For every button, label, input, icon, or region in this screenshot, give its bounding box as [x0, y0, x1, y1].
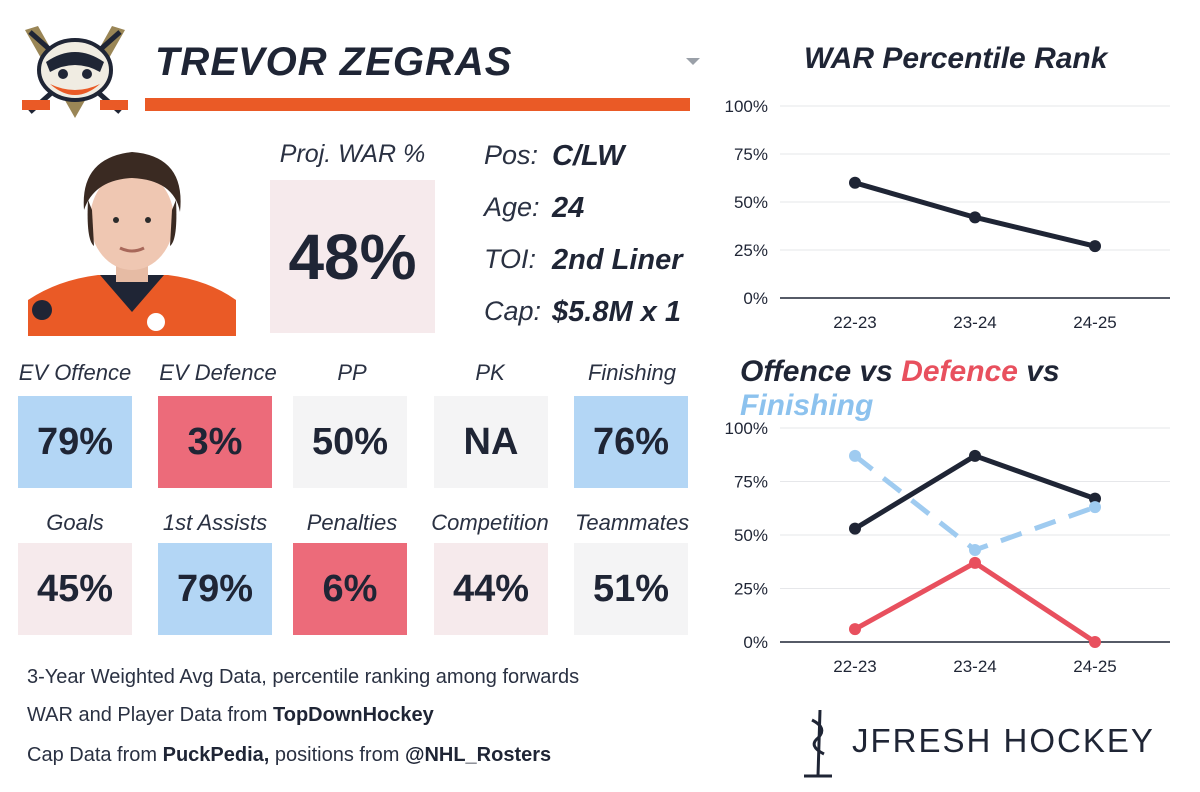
y-tick-label: 0% [743, 289, 768, 308]
x-tick-label: 23-24 [953, 313, 996, 332]
x-tick-label: 24-25 [1073, 313, 1116, 332]
source-puckpedia: PuckPedia, [162, 744, 270, 766]
toi-value: 2nd Liner [552, 244, 683, 276]
stat-tile-ev-defence: 3% [158, 396, 272, 488]
chevron-down-icon[interactable] [686, 58, 700, 65]
data-point [969, 556, 981, 569]
x-tick-label: 22-23 [833, 657, 876, 676]
pos-label: Pos: [484, 140, 539, 170]
data-point [849, 176, 861, 189]
footer-note-1: 3-Year Weighted Avg Data, percentile ran… [27, 666, 579, 689]
stat-tile-goals: 45% [18, 543, 132, 635]
toi-label: TOI: [484, 244, 537, 274]
player-photo [28, 140, 236, 336]
title-finishing: Finishing [740, 389, 874, 422]
data-point [1089, 501, 1101, 514]
footer-line-1: 3-Year Weighted Avg Data, percentile ran… [27, 666, 580, 688]
data-point [969, 543, 981, 556]
stat-tile-penalties: 6% [293, 543, 407, 635]
data-point [969, 449, 981, 462]
title-defence: Defence [901, 355, 1018, 388]
offence-defence-finishing-chart: 0% 25% 50% 75% 100% 22-23 23-24 24-25 [725, 419, 1170, 676]
x-tick-label: 24-25 [1073, 657, 1116, 676]
y-tick-label: 75% [734, 473, 768, 492]
name-underline [145, 98, 690, 111]
footer-note-3: Cap Data from PuckPedia, positions from … [27, 744, 551, 767]
series-line-finishing [853, 453, 1096, 553]
title-vs-1: vs [851, 355, 902, 388]
chart-1-title: WAR Percentile Rank [804, 42, 1108, 75]
stat-tile-1st-assists: 79% [158, 543, 272, 635]
stat-tile-pk: NA [434, 396, 548, 488]
brand-name: JFRESH HOCKEY [852, 722, 1155, 759]
y-tick-label: 50% [734, 193, 768, 212]
y-tick-label: 25% [734, 580, 768, 599]
x-tick-label: 23-24 [953, 657, 996, 676]
pos-value: C/LW [552, 140, 625, 172]
y-tick-label: 75% [734, 145, 768, 164]
footer-line-3-mid: positions from [269, 744, 405, 766]
stat-tile-pp: 50% [293, 396, 407, 488]
cap-label: Cap: [484, 296, 542, 326]
footer-line-2-prefix: WAR and Player Data from [27, 704, 274, 726]
stat-label-ev-offence: EV Offence [18, 360, 132, 385]
proj-war-value: 48% [270, 180, 435, 333]
stat-label-1st-assists: 1st Assists [162, 510, 268, 535]
data-point [1089, 636, 1101, 648]
y-tick-label: 100% [725, 97, 768, 116]
brand-logo [798, 706, 838, 780]
age-value: 24 [552, 192, 585, 224]
stat-label-teammates: Teammates [574, 510, 690, 535]
data-point [849, 449, 861, 462]
team-logo [20, 22, 130, 122]
title-vs-2: vs [1017, 355, 1060, 388]
footer-note-2: WAR and Player Data from TopDownHockey [27, 704, 434, 727]
stat-label-ev-defence: EV Defence [159, 360, 277, 385]
stat-tile-competition: 44% [434, 543, 548, 635]
y-tick-label: 25% [734, 241, 768, 260]
stat-tile-teammates: 51% [574, 543, 688, 635]
proj-war-label: Proj. WAR % [279, 140, 426, 168]
stat-tile-finishing: 76% [574, 396, 688, 488]
y-tick-label: 0% [743, 633, 768, 652]
y-tick-label: 50% [734, 526, 768, 545]
y-tick-label: 100% [725, 419, 768, 438]
data-point [849, 623, 861, 636]
age-label: Age: [484, 192, 540, 222]
data-point [1089, 240, 1101, 253]
series-line-defence [853, 560, 1097, 645]
stat-label-finishing: Finishing [587, 360, 677, 385]
data-point [969, 211, 981, 224]
data-point [1089, 492, 1101, 505]
chart-2-title: Offence vs Defence vs Finishing [740, 355, 1200, 423]
stat-label-penalties: Penalties [306, 510, 398, 535]
source-topdownhockey: TopDownHockey [273, 704, 434, 726]
source-nhl-rosters: @NHL_Rosters [404, 744, 552, 766]
series-line-offence [853, 453, 1096, 531]
stat-label-competition: Competition [431, 510, 549, 535]
x-tick-label: 22-23 [833, 313, 876, 332]
footer-line-3-prefix: Cap Data from [27, 744, 163, 766]
war-percentile-chart: 0% 25% 50% 75% 100% 22-23 23-24 24-25 [725, 97, 1170, 332]
stat-tile-ev-offence: 79% [18, 396, 132, 488]
stat-label-goals: Goals [46, 510, 104, 535]
stat-label-pk: PK [475, 360, 505, 385]
data-point [849, 522, 861, 535]
player-name: TREVOR ZEGRAS [155, 40, 513, 84]
stat-label-pp: PP [337, 360, 367, 385]
title-offence: Offence [740, 355, 852, 388]
cap-value: $5.8M x 1 [552, 296, 681, 328]
